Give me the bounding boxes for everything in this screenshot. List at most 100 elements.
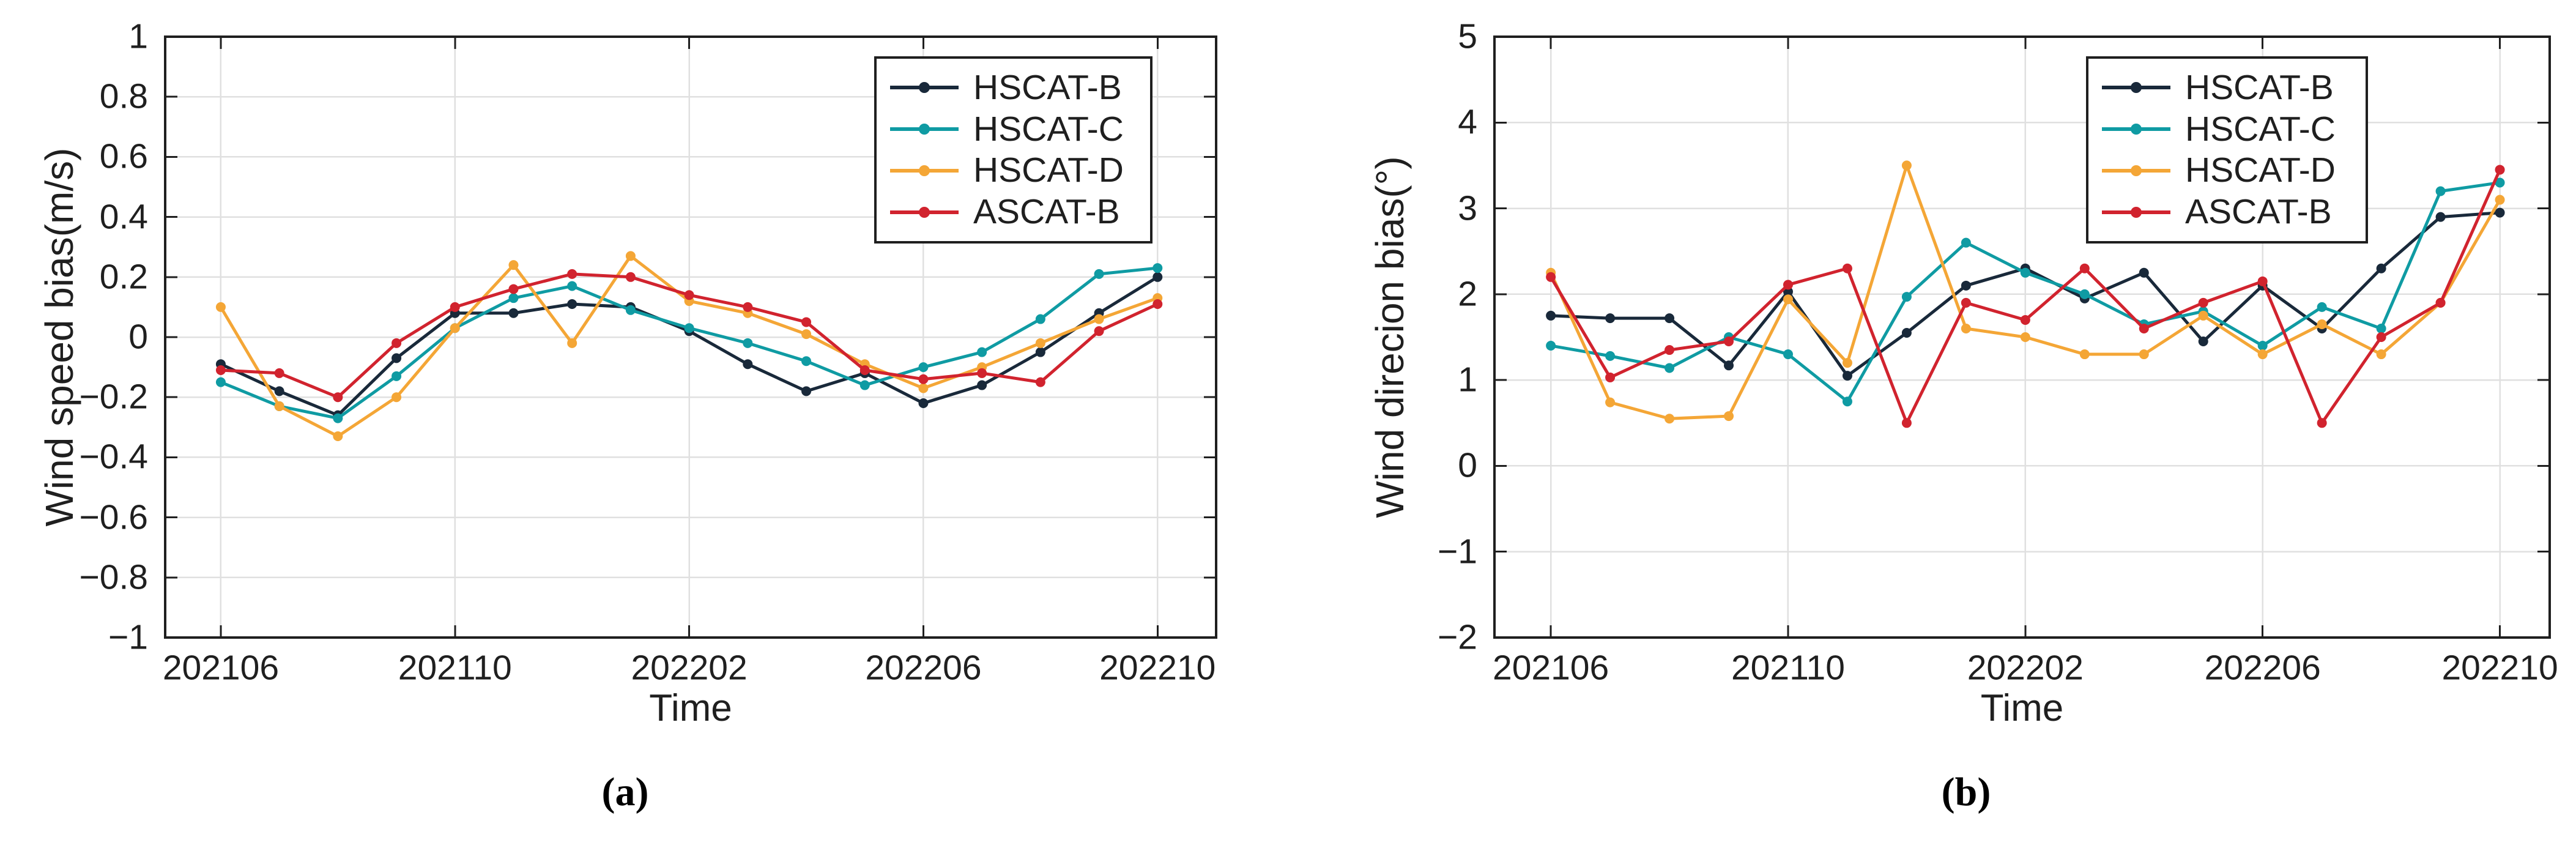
data-point-hscat-b: [1546, 310, 1556, 321]
series-hscat-d: [215, 251, 1163, 442]
data-point-ascat-b: [801, 317, 812, 327]
data-point-ascat-b: [1605, 372, 1616, 382]
series-markers-ascat-b: [1546, 165, 2505, 428]
data-point-ascat-b: [215, 365, 226, 376]
legend-line-sample-hscat-d: [890, 164, 959, 177]
data-point-hscat-c: [1901, 292, 1912, 302]
data-point-hscat-d: [2317, 319, 2327, 329]
legend-entry-hscat-b: HSCAT-B: [2102, 70, 2361, 105]
data-point-hscat-b: [1724, 360, 1734, 371]
y-tick-label: 1: [128, 17, 148, 56]
legend-label-hscat-b: HSCAT-B: [973, 67, 1122, 107]
legend-entry-ascat-b: ASCAT-B: [890, 195, 1145, 229]
data-point-hscat-c: [684, 323, 694, 333]
data-point-hscat-d: [2495, 195, 2505, 205]
data-point-ascat-b: [1724, 337, 1734, 347]
data-point-hscat-d: [801, 329, 812, 340]
data-point-hscat-b: [1035, 347, 1045, 357]
y-tick-label: −1: [1438, 532, 1477, 571]
legend-marker-icon: [919, 82, 930, 94]
x-tick-label: 202202: [631, 648, 748, 688]
data-point-hscat-b: [567, 299, 577, 309]
y-tick-label: 0.2: [99, 257, 148, 297]
legend-marker-icon: [919, 165, 930, 176]
data-point-ascat-b: [1961, 297, 1971, 308]
y-tick-label: 0.4: [99, 197, 148, 237]
y-tick-label: 1: [1458, 360, 1477, 400]
data-point-hscat-c: [2376, 323, 2386, 333]
y-tick-label: −0.2: [79, 377, 148, 417]
x-tick-label: 202210: [2441, 648, 2558, 688]
axis-box: [1493, 35, 2551, 639]
data-point-hscat-d: [215, 302, 226, 312]
data-point-hscat-c: [1842, 396, 1852, 407]
data-point-hscat-d: [625, 251, 636, 261]
data-point-hscat-c: [1035, 314, 1045, 324]
x-tick-label: 202206: [2204, 648, 2321, 688]
legend-marker-icon: [919, 206, 930, 218]
x-axis-label-a: Time: [649, 687, 732, 729]
series-ascat-b: [1546, 165, 2505, 428]
plot-area-b: [1493, 35, 2551, 639]
data-point-ascat-b: [1901, 418, 1912, 428]
series-markers-hscat-c: [215, 263, 1163, 423]
legend-marker-icon: [2131, 124, 2142, 135]
data-point-ascat-b: [450, 302, 460, 312]
y-tick-label: −2: [1438, 617, 1477, 657]
legend-label-ascat-b: ASCAT-B: [973, 192, 1120, 232]
data-point-hscat-c: [1546, 341, 1556, 351]
data-point-hscat-c: [1665, 363, 1675, 373]
data-point-hscat-b: [392, 353, 402, 363]
data-point-hscat-c: [1153, 263, 1163, 273]
data-point-ascat-b: [2317, 418, 2327, 428]
y-tick-label: −0.4: [79, 437, 148, 477]
data-point-hscat-b: [2198, 337, 2208, 347]
data-point-hscat-d: [2139, 349, 2149, 360]
legend-label-hscat-c: HSCAT-C: [2185, 109, 2336, 149]
data-point-hscat-d: [1094, 314, 1104, 324]
data-point-ascat-b: [2257, 276, 2268, 286]
legend-entry-hscat-d: HSCAT-D: [2102, 153, 2361, 188]
data-point-ascat-b: [2020, 314, 2030, 325]
data-point-ascat-b: [392, 338, 402, 348]
x-tick-label: 202110: [398, 648, 512, 688]
legend-label-hscat-d: HSCAT-D: [973, 151, 1124, 190]
legend-line-sample-hscat-b: [890, 81, 959, 94]
y-axis-label-b: Wind direcion bias(°): [1368, 156, 1412, 518]
legend-line-sample-hscat-c: [2102, 122, 2170, 136]
data-point-hscat-b: [274, 386, 284, 396]
y-tick-label: 4: [1458, 102, 1477, 142]
data-point-hscat-c: [2317, 302, 2327, 312]
data-point-hscat-c: [1961, 237, 1971, 248]
data-point-hscat-c: [2020, 267, 2030, 278]
y-tick-label: −0.6: [79, 497, 148, 537]
data-point-hscat-c: [508, 293, 519, 303]
data-point-hscat-d: [274, 401, 284, 411]
data-point-hscat-d: [333, 431, 343, 442]
series-hscat-c: [215, 263, 1163, 423]
y-tick-label: 0: [1458, 445, 1477, 485]
data-point-hscat-c: [2079, 289, 2090, 299]
data-point-hscat-b: [2139, 267, 2149, 278]
x-tick-label: 202210: [1099, 648, 1216, 688]
legend-label-hscat-c: HSCAT-C: [973, 109, 1124, 149]
data-point-ascat-b: [567, 269, 577, 279]
legend-marker-icon: [919, 124, 930, 135]
legend-entry-hscat-d: HSCAT-D: [890, 153, 1145, 188]
data-point-hscat-c: [333, 413, 343, 423]
y-tick-label: 0.6: [99, 136, 148, 176]
data-point-ascat-b: [2376, 332, 2386, 342]
data-point-hscat-d: [567, 338, 577, 348]
data-point-hscat-d: [2079, 349, 2090, 360]
legend-line-sample-hscat-d: [2102, 164, 2170, 177]
data-point-ascat-b: [684, 290, 694, 300]
data-point-hscat-b: [1153, 272, 1163, 282]
y-tick-label: 5: [1458, 17, 1477, 56]
data-point-hscat-c: [859, 380, 870, 390]
data-point-hscat-d: [1901, 160, 1912, 171]
data-point-hscat-d: [1783, 294, 1793, 305]
legend-line-sample-hscat-c: [890, 122, 959, 136]
data-point-ascat-b: [333, 392, 343, 403]
data-point-ascat-b: [743, 302, 753, 312]
data-point-ascat-b: [1783, 280, 1793, 290]
